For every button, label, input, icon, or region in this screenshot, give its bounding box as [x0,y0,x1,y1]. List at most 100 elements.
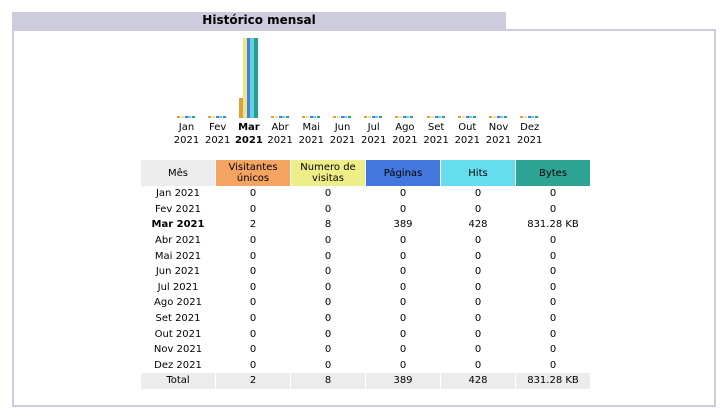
cell-hits: 0 [474,313,482,325]
bar-visitors-3 [270,116,274,118]
cell-bytes: 0 [549,359,557,371]
bar-pages-0 [185,116,188,118]
cell-hits: 0 [474,235,482,247]
header-hits: Hits [441,160,515,186]
bar-visits-3 [274,116,278,118]
cell-visits: 0 [324,281,332,293]
month-label-year: 2021 [234,135,263,146]
cell-visitors: 0 [249,359,257,371]
header-pages: Páginas [366,160,440,186]
bar-bytes-0 [192,116,195,118]
cell-visits: 8 [324,219,332,231]
total-label: Total [141,373,215,389]
cell-month: Nov 2021 [153,344,203,356]
month-label-name: Set [427,122,445,133]
month-label-name: Out [458,122,477,133]
cell-visits: 0 [324,344,332,356]
cell-bytes: 0 [549,281,557,293]
cell-bytes: 0 [549,344,557,356]
table-row: Mar 2021 2 8 389 428 831.28 KB [141,217,590,233]
table-row: Jun 2021 0 0 0 0 0 [141,264,590,280]
cell-visitors: 0 [249,328,257,340]
bar-visits-4 [305,116,309,118]
header-bytes: Bytes [516,160,590,186]
table-total-row: Total 2 8 389 428 831.28 KB [141,373,590,389]
cell-visitors: 0 [249,250,257,262]
cell-visits: 0 [324,313,332,325]
cell-hits: 428 [468,219,488,231]
cell-pages: 0 [399,328,407,340]
cell-hits: 0 [474,250,482,262]
cell-visitors: 0 [249,344,257,356]
bar-visitors-4 [301,116,305,118]
month-label: Mai 2021 [296,121,327,147]
section-title: Histórico mensal [12,12,506,29]
bar-bytes-9 [472,116,476,118]
bar-pages-10 [497,116,500,118]
cell-visitors: 0 [249,203,257,215]
table-row: Jul 2021 0 0 0 0 0 [141,280,590,296]
cell-visitors: 0 [249,188,257,200]
bar-visitors-2 [239,98,244,118]
bar-hits-6 [375,116,379,118]
cell-month: Abr 2021 [155,235,201,247]
month-label-year: 2021 [173,135,200,146]
bar-hits-1 [219,116,223,118]
table-row: Ago 2021 0 0 0 0 0 [141,295,590,311]
total-bytes: 831.28 KB [516,373,590,389]
month-label-name: Dez [520,122,540,133]
bar-visits-0 [181,116,184,118]
cell-bytes: 0 [549,250,557,262]
month-label-year: 2021 [392,135,418,146]
bar-bytes-1 [223,116,227,118]
cell-hits: 0 [474,297,482,309]
month-label: Jul 2021 [358,121,389,147]
bar-hits-8 [437,116,441,118]
bar-visits-10 [493,116,496,118]
month-label: Dez 2021 [514,121,545,147]
bar-bytes-2 [254,38,259,118]
cell-hits: 0 [474,266,482,278]
cell-visits: 0 [324,297,332,309]
bar-pages-1 [216,116,220,118]
cell-bytes: 0 [549,235,557,247]
bar-pages-7 [403,116,407,118]
month-label: Nov 2021 [483,121,514,147]
cell-hits: 0 [474,188,482,200]
bar-visitors-1 [208,116,212,118]
month-label-year: 2021 [204,135,231,146]
bar-bytes-11 [535,116,539,118]
cell-visits: 0 [324,250,332,262]
cell-month: Mar 2021 [151,219,205,231]
table-row: Nov 2021 0 0 0 0 0 [141,342,590,358]
bar-bytes-6 [379,116,383,118]
cell-visits: 0 [324,328,332,340]
bar-visitors-0 [177,116,180,118]
section-frame [12,29,716,407]
bar-bytes-10 [504,116,507,118]
cell-hits: 0 [474,344,482,356]
month-label: Jan 2021 [171,121,202,147]
cell-month: Set 2021 [155,313,201,325]
bar-visits-9 [461,116,465,118]
cell-month: Jul 2021 [157,281,199,293]
cell-hits: 0 [474,328,482,340]
bar-visits-8 [430,116,434,118]
bar-visitors-5 [333,116,336,118]
total-visits: 8 [291,373,365,389]
month-label-name: Nov [488,122,509,133]
cell-visitors: 0 [249,266,257,278]
cell-pages: 0 [399,203,407,215]
cell-bytes: 0 [549,266,557,278]
bar-visits-1 [212,116,216,118]
bar-hits-2 [250,38,255,118]
bar-hits-0 [188,116,191,118]
bar-visitors-11 [520,116,524,118]
bar-visits-11 [524,116,528,118]
month-label: Fev 2021 [202,121,233,147]
cell-pages: 0 [399,266,407,278]
cell-visitors: 0 [249,297,257,309]
month-label: Set 2021 [421,121,452,147]
bar-bytes-5 [348,116,351,118]
cell-pages: 0 [399,297,407,309]
